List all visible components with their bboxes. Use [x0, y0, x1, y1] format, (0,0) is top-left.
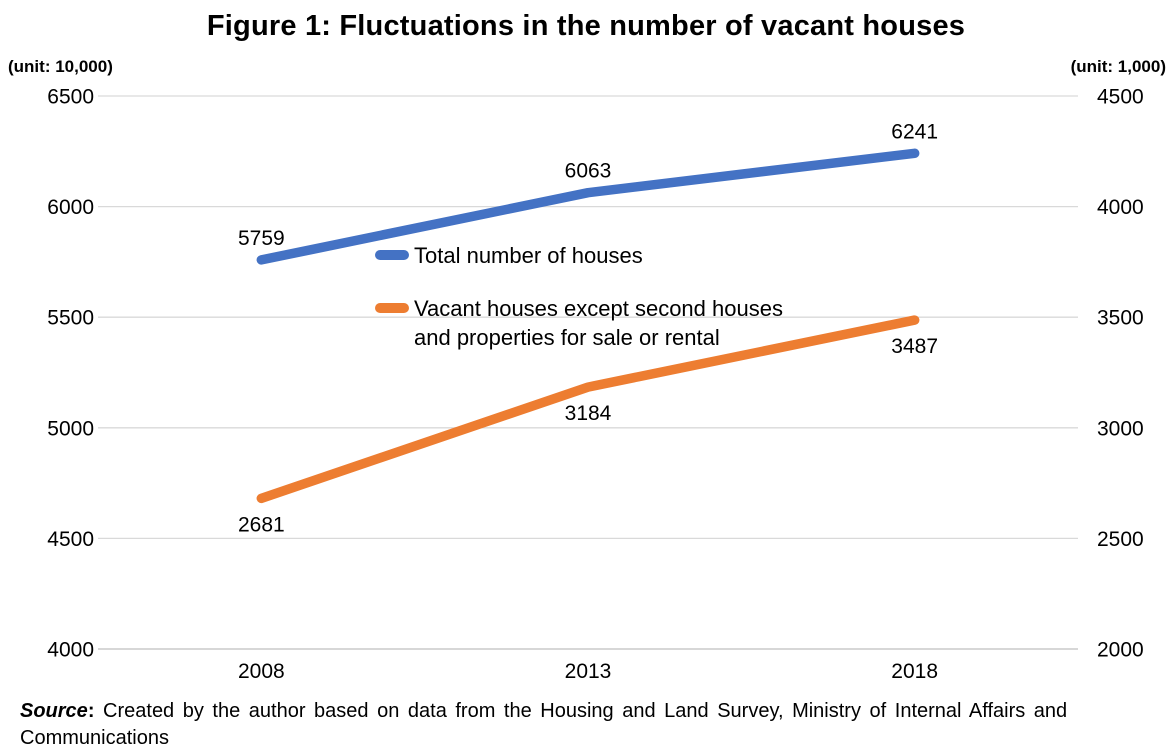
data-point-label: 2681 [238, 513, 285, 536]
data-point-label: 5759 [238, 227, 285, 250]
right-axis-tick-label: 3500 [1097, 307, 1144, 330]
legend-item-total-houses: Total number of houses [375, 241, 783, 270]
legend-label-vacant-line2: and properties for sale or rental [414, 325, 720, 350]
data-point-label: 6241 [891, 120, 938, 143]
right-axis-tick-label: 2500 [1097, 528, 1144, 551]
legend-label-vacant-houses: Vacant houses except second houses and p… [414, 294, 783, 352]
left-axis-tick-label: 4000 [47, 639, 94, 662]
vacant-houses-legend-marker-icon [375, 303, 409, 313]
legend-label-total-houses: Total number of houses [414, 243, 643, 268]
data-point-label: 3184 [565, 402, 612, 425]
total-houses-legend-marker-icon [375, 250, 409, 260]
series-line-total-houses [256, 148, 920, 265]
left-axis-tick-label: 6000 [47, 196, 94, 219]
left-axis-tick-label: 4500 [47, 528, 94, 551]
source-label: Source [20, 700, 88, 722]
series-line-vacant-houses [256, 315, 920, 504]
chart-legend: Total number of houses Vacant houses exc… [375, 241, 783, 352]
right-axis-tick-label: 4000 [1097, 196, 1144, 219]
source-text-line2: Communications [20, 727, 169, 749]
source-text: Created by the author based on data from… [103, 700, 1068, 722]
right-axis-tick-label: 3000 [1097, 417, 1144, 440]
source-note: Source: Created by the author based on d… [20, 698, 1130, 752]
left-axis-unit-label: (unit: 10,000) [8, 57, 113, 76]
right-axis-unit-label: (unit: 1,000) [1070, 57, 1166, 76]
left-axis-tick-label: 5500 [47, 307, 94, 330]
right-axis-tick-label: 2000 [1097, 639, 1144, 662]
source-separator: : [87, 700, 104, 722]
x-axis-tick-label: 2013 [565, 660, 612, 683]
data-point-label: 3487 [891, 335, 938, 358]
legend-label-vacant-line1: Vacant houses except second houses [414, 296, 783, 321]
data-point-label: 6063 [565, 160, 612, 183]
x-axis-tick-label: 2018 [891, 660, 938, 683]
x-axis-tick-label: 2008 [238, 660, 285, 683]
left-axis-tick-label: 5000 [47, 417, 94, 440]
right-axis-tick-label: 4500 [1097, 86, 1144, 109]
left-axis-tick-label: 6500 [47, 86, 94, 109]
legend-item-vacant-houses: Vacant houses except second houses and p… [375, 294, 783, 352]
chart-title: Figure 1: Fluctuations in the number of … [206, 10, 966, 42]
